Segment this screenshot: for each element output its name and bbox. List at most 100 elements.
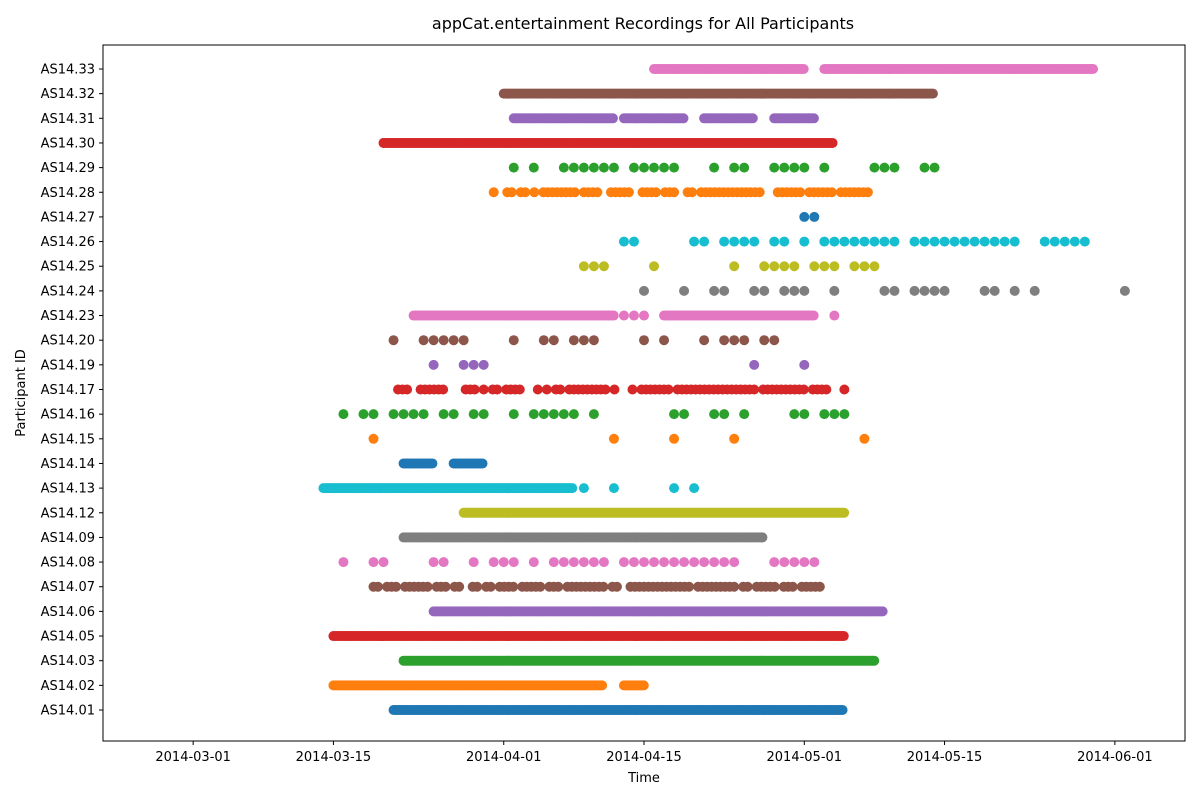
data-point: [639, 335, 649, 346]
data-point: [588, 162, 599, 173]
data-point: [739, 162, 750, 173]
y-tick-label: AS14.12: [41, 506, 95, 521]
data-point: [608, 483, 619, 494]
data-point: [649, 557, 660, 568]
data-point: [747, 113, 758, 124]
data-point: [959, 236, 970, 247]
data-point: [338, 409, 349, 420]
data-point: [541, 384, 552, 395]
data-point: [598, 581, 609, 592]
data-point: [368, 557, 379, 568]
data-point: [608, 310, 619, 321]
data-point: [567, 483, 578, 494]
data-point: [628, 557, 639, 568]
data-point: [538, 409, 549, 420]
data-point: [829, 409, 840, 420]
y-tick-label: AS14.19: [41, 358, 95, 373]
data-point: [879, 162, 890, 173]
data-point: [418, 409, 429, 420]
x-tick-label: 2014-05-01: [767, 750, 843, 765]
data-point: [849, 261, 860, 272]
data-point: [1049, 236, 1060, 247]
data-point: [789, 409, 800, 420]
x-tick-label: 2014-03-15: [296, 750, 372, 765]
y-tick-label: AS14.26: [41, 235, 95, 250]
data-point: [529, 187, 540, 198]
data-point: [779, 236, 790, 247]
data-point: [468, 359, 479, 370]
data-point: [869, 655, 880, 666]
data-point: [440, 581, 451, 592]
data-point: [789, 285, 800, 296]
data-point: [684, 581, 695, 592]
data-point: [719, 557, 730, 568]
data-point: [508, 409, 519, 420]
data-point: [568, 557, 579, 568]
data-point: [508, 581, 519, 592]
data-point: [795, 187, 806, 198]
data-point: [799, 211, 810, 222]
x-tick-label: 2014-06-01: [1077, 750, 1153, 765]
data-point: [528, 409, 539, 420]
data-point: [729, 335, 740, 346]
data-point: [826, 187, 837, 198]
data-point: [478, 384, 489, 395]
y-tick-label: AS14.08: [41, 556, 95, 571]
data-point: [819, 409, 830, 420]
data-point: [779, 285, 790, 296]
data-point: [877, 606, 888, 617]
data-point: [378, 557, 389, 568]
data-point: [506, 187, 517, 198]
data-point: [709, 409, 720, 420]
data-point: [428, 335, 439, 346]
data-point: [789, 162, 800, 173]
data-point: [508, 335, 519, 346]
data-point: [508, 162, 519, 173]
data-point: [859, 433, 870, 444]
data-point: [669, 187, 680, 198]
data-point: [458, 335, 469, 346]
data-point: [1059, 236, 1070, 247]
data-point: [639, 285, 649, 296]
data-point: [787, 581, 798, 592]
data-point: [618, 310, 629, 321]
data-point: [829, 236, 840, 247]
data-point: [558, 557, 569, 568]
data-point: [418, 335, 429, 346]
data-point: [555, 384, 566, 395]
data-point: [754, 187, 765, 198]
y-tick-label: AS14.09: [41, 531, 95, 546]
data-point: [729, 581, 740, 592]
data-point: [578, 483, 589, 494]
data-point: [488, 557, 499, 568]
data-point: [909, 236, 920, 247]
y-axis: AS14.01 AS14.02 AS14.03 AS14.05 AS14.06 AS14.…: [41, 63, 103, 719]
data-point: [799, 359, 810, 370]
data-point: [649, 261, 660, 272]
data-point: [679, 557, 690, 568]
chart-title: appCat.entertainment Recordings for All …: [432, 14, 854, 33]
data-point: [428, 359, 439, 370]
data-point: [889, 162, 900, 173]
data-point: [869, 261, 880, 272]
data-point: [669, 162, 680, 173]
data-point: [719, 409, 730, 420]
data-point: [558, 162, 569, 173]
data-point: [592, 187, 603, 198]
data-point: [578, 335, 589, 346]
data-point: [514, 384, 525, 395]
data-point: [548, 557, 559, 568]
data-point: [1029, 285, 1040, 296]
data-point: [819, 236, 830, 247]
data-point: [769, 162, 780, 173]
y-tick-label: AS14.13: [41, 482, 95, 497]
data-point: [553, 581, 564, 592]
data-point: [535, 581, 546, 592]
data-point: [927, 88, 938, 99]
data-point: [477, 458, 488, 469]
data-point: [808, 113, 819, 124]
data-point: [478, 359, 489, 370]
data-point: [498, 557, 509, 568]
plot-frame: [102, 44, 1186, 742]
data-point: [859, 261, 870, 272]
